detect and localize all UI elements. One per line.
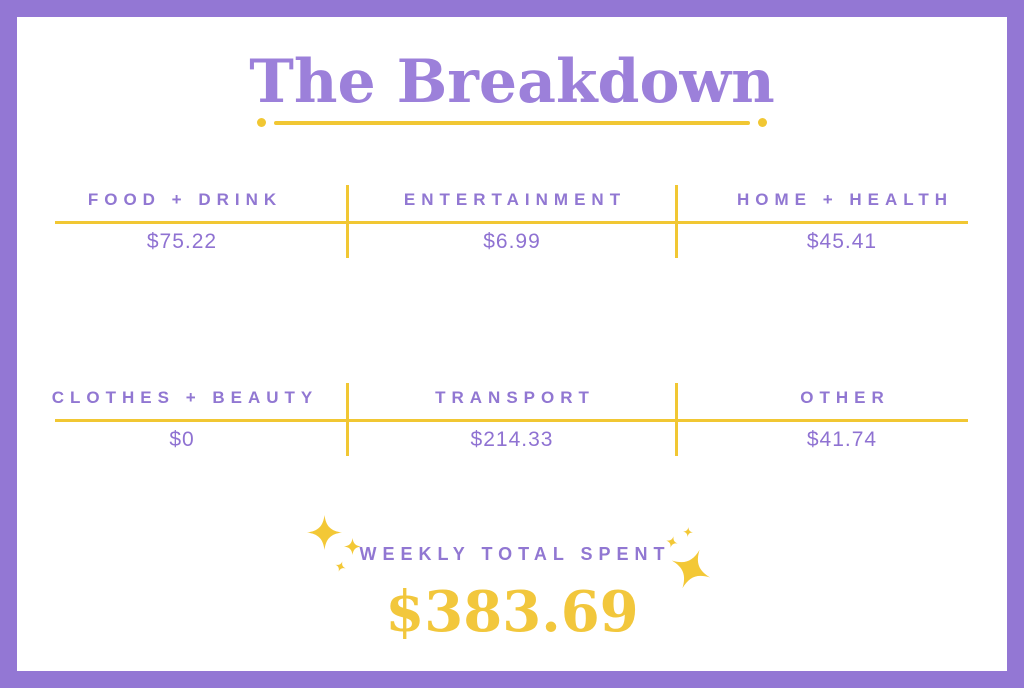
underline-right-dot [758, 118, 767, 127]
category-cell-clothes-beauty: CLOTHES + BEAUTY $0 [17, 383, 347, 456]
category-amount: $75.22 [146, 230, 218, 253]
weekly-total-amount: $383.69 [385, 579, 639, 645]
category-cell-entertainment: ENTERTAINMENT $6.99 [347, 185, 677, 258]
title-underline [17, 118, 1007, 127]
category-row-1: FOOD + DRINK $75.22 ENTERTAINMENT $6.99 … [17, 185, 1007, 258]
row-1-divider-right [675, 185, 678, 258]
sparkle-icon [344, 538, 361, 555]
category-amount: $45.41 [806, 230, 878, 253]
sparkle-icon [663, 541, 718, 596]
category-label: HOME + HEALTH [736, 190, 954, 209]
row-2-horizontal-rule [55, 419, 968, 422]
category-amount: $214.33 [470, 428, 554, 451]
category-row-2: CLOTHES + BEAUTY $0 TRANSPORT $214.33 OT… [17, 383, 1007, 456]
breakdown-card: The Breakdown FOOD + DRINK $75.22 ENTERT… [17, 17, 1007, 671]
underline-rule [274, 120, 750, 125]
category-amount: $41.74 [806, 428, 878, 451]
sparkle-icon [665, 535, 680, 550]
underline-left-dot [257, 118, 266, 127]
page-title: The Breakdown [249, 47, 775, 117]
sparkle-icon [683, 527, 694, 538]
category-amount: $6.99 [483, 230, 541, 253]
category-cell-transport: TRANSPORT $214.33 [347, 383, 677, 456]
category-label: TRANSPORT [435, 388, 595, 407]
category-label: ENTERTAINMENT [403, 190, 627, 209]
category-label: FOOD + DRINK [87, 190, 283, 209]
row-2-divider-right [675, 383, 678, 456]
sparkle-icon [333, 559, 347, 573]
category-cell-food-drink: FOOD + DRINK $75.22 [17, 185, 347, 258]
category-label: OTHER [800, 388, 890, 407]
row-1-divider-left [346, 185, 349, 258]
category-label: CLOTHES + BEAUTY [51, 388, 319, 407]
category-cell-other: OTHER $41.74 [677, 383, 1007, 456]
category-cell-home-health: HOME + HEALTH $45.41 [677, 185, 1007, 258]
row-1-horizontal-rule [55, 221, 968, 224]
weekly-total-label: WEEKLY TOTAL SPENT [359, 544, 671, 564]
row-2-divider-left [346, 383, 349, 456]
category-amount: $0 [169, 428, 195, 451]
sparkle-icon [307, 515, 342, 550]
